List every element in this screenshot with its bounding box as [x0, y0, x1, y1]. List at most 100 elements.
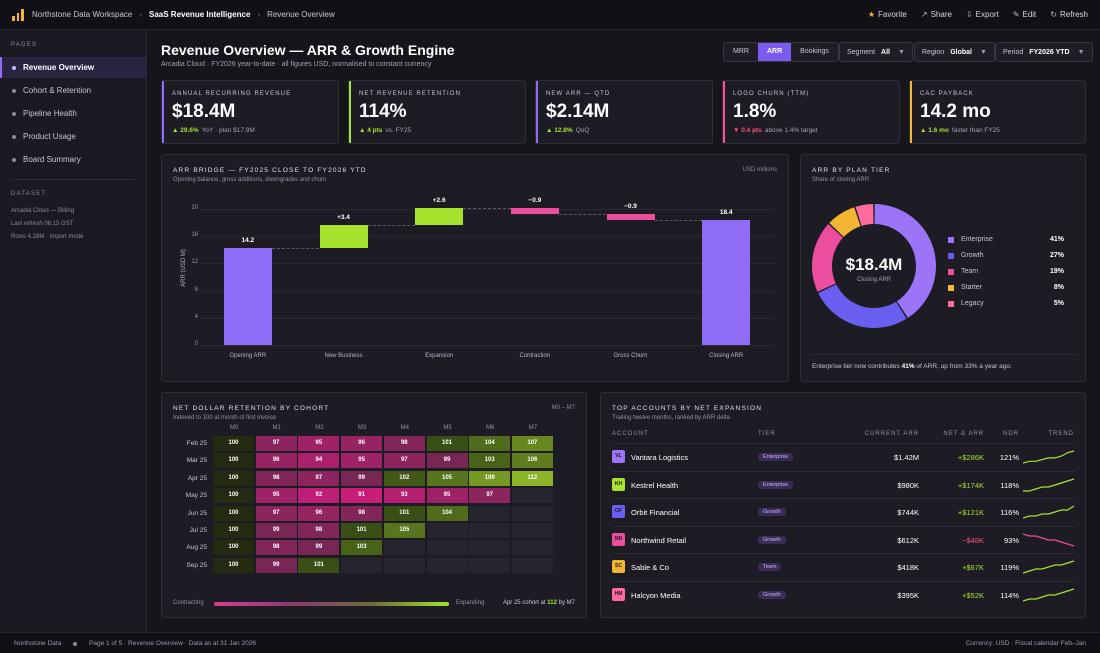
- heatmap-cell[interactable]: 100: [213, 453, 254, 469]
- heatmap-cell[interactable]: 100: [213, 540, 254, 556]
- heatmap-cell[interactable]: 101: [341, 523, 383, 538]
- heatmap-cell[interactable]: 104: [426, 505, 468, 521]
- column-header[interactable]: NDR: [1003, 431, 1019, 437]
- waterfall-bar[interactable]: [223, 248, 272, 345]
- heatmap-cell[interactable]: 93: [383, 488, 425, 504]
- heatmap-cell[interactable]: 98: [341, 505, 383, 521]
- heatmap-cell[interactable]: 98: [255, 540, 297, 556]
- heatmap-cell[interactable]: 95: [298, 436, 340, 451]
- breadcrumb-app[interactable]: SaaS Revenue Intelligence: [149, 10, 251, 19]
- heatmap-cell[interactable]: 95: [255, 488, 297, 504]
- heatmap-cell[interactable]: 97: [298, 470, 340, 486]
- favorite-button[interactable]: ★ Favorite: [868, 10, 907, 19]
- heatmap-cell[interactable]: 97: [255, 505, 297, 521]
- toggle-mrr[interactable]: MRR: [733, 48, 749, 55]
- heatmap-cell[interactable]: 97: [255, 436, 297, 451]
- heatmap-cell[interactable]: 98: [383, 436, 425, 451]
- export-button[interactable]: ⇩ Export: [966, 10, 999, 19]
- legend-value: 5%: [1053, 300, 1064, 307]
- heatmap-cell[interactable]: 95: [426, 488, 468, 504]
- heatmap-cell[interactable]: 101: [383, 505, 425, 521]
- table-row[interactable]: KH Kestrel Health Enterprise $980K +$174K 118…: [612, 470, 1076, 498]
- legend-item[interactable]: Enterprise 41%: [948, 236, 1064, 243]
- heatmap-cell[interactable]: 101: [426, 436, 468, 451]
- column-header[interactable]: TREND: [1048, 431, 1074, 437]
- share-button[interactable]: ↗ Share: [921, 10, 952, 19]
- edit-button[interactable]: ✎ Edit: [1013, 10, 1037, 19]
- heatmap-cell[interactable]: 102: [383, 470, 425, 486]
- heatmap-cell[interactable]: 96: [341, 436, 383, 451]
- heatmap-cell[interactable]: 99: [255, 557, 297, 573]
- waterfall-bar[interactable]: [319, 225, 368, 249]
- heatmap-cell[interactable]: 94: [298, 453, 340, 469]
- legend-item[interactable]: Legacy 5%: [948, 300, 1064, 307]
- heatmap-cell[interactable]: 100: [213, 436, 254, 451]
- heatmap-cell[interactable]: 100: [213, 523, 254, 538]
- donut-slice-growth[interactable]: [818, 284, 907, 328]
- current-arr: $744K: [897, 508, 919, 517]
- heatmap-cell[interactable]: 95: [341, 453, 383, 469]
- heatmap-cell[interactable]: 91: [341, 488, 383, 504]
- toggle-arr[interactable]: ARR: [757, 43, 792, 61]
- heatmap-cell[interactable]: 109: [469, 470, 511, 486]
- heatmap-cell[interactable]: 99: [255, 523, 297, 538]
- waterfall-bar[interactable]: [510, 207, 559, 214]
- heatmap-cell[interactable]: 98: [255, 470, 297, 486]
- table-row[interactable]: SC Sable & Co Team $418K +$67K 119%: [612, 553, 1076, 580]
- segment-filter[interactable]: Segment All ▼: [839, 42, 913, 62]
- toggle-bookings[interactable]: Bookings: [800, 48, 829, 55]
- donut-slice-legacy[interactable]: [855, 204, 874, 226]
- heatmap-cell[interactable]: 100: [213, 505, 254, 521]
- column-header[interactable]: ACCOUNT: [612, 431, 649, 437]
- heatmap-cell[interactable]: 105: [383, 523, 425, 538]
- heatmap-cell[interactable]: 104: [469, 436, 511, 451]
- table-row[interactable]: OF Orbit Financial Growth $744K +$121K 116%: [612, 498, 1076, 525]
- sidebar-item-cohort-retention[interactable]: Cohort & Retention: [0, 80, 146, 101]
- heatmap-cell[interactable]: 103: [341, 540, 383, 556]
- heatmap-cell[interactable]: 98: [298, 523, 340, 538]
- heatmap-cell[interactable]: 100: [213, 488, 254, 504]
- sidebar-item-pipeline-health[interactable]: Pipeline Health: [0, 103, 146, 124]
- column-header[interactable]: NET Δ ARR: [943, 431, 984, 437]
- sidebar-item-revenue-overview[interactable]: Revenue Overview: [0, 57, 146, 78]
- heatmap-cell[interactable]: 97: [383, 453, 425, 469]
- region-filter[interactable]: Region Global ▼: [914, 42, 995, 62]
- heatmap-cell[interactable]: 99: [426, 453, 468, 469]
- donut-slice-team[interactable]: [812, 224, 844, 292]
- heatmap-cell[interactable]: 99: [298, 540, 340, 556]
- legend-item[interactable]: Team 19%: [948, 268, 1064, 275]
- table-row[interactable]: NR Northwind Retail Growth $612K −$48K 93%: [612, 525, 1076, 553]
- heatmap-cell[interactable]: 99: [341, 470, 383, 486]
- breadcrumb-workspace[interactable]: Northstone Data Workspace: [32, 10, 133, 19]
- heatmap-cell[interactable]: 97: [469, 488, 511, 504]
- legend-item[interactable]: Starter 8%: [948, 284, 1064, 291]
- heatmap-cell[interactable]: 100: [213, 470, 254, 486]
- heatmap-cell[interactable]: 96: [255, 453, 297, 469]
- donut-slice-starter[interactable]: [829, 207, 861, 237]
- heatmap-cell[interactable]: 103: [469, 453, 511, 469]
- sidebar-item-product-usage[interactable]: Product Usage: [0, 126, 146, 147]
- heatmap-cell[interactable]: 100: [213, 557, 254, 573]
- column-header[interactable]: CURRENT ARR: [864, 431, 919, 437]
- legend-item[interactable]: Growth 27%: [948, 252, 1064, 259]
- heatmap-cell[interactable]: 92: [298, 488, 340, 504]
- donut-slice-enterprise[interactable]: [874, 204, 936, 318]
- column-header[interactable]: TIER: [758, 431, 776, 437]
- heatmap-cell[interactable]: 105: [426, 470, 468, 486]
- table-row[interactable]: HM Halcyon Media Growth $395K +$52K 114%: [612, 580, 1076, 608]
- heatmap-cell[interactable]: 101: [298, 557, 340, 573]
- waterfall-bar[interactable]: [415, 207, 464, 226]
- heatmap-cell[interactable]: 106: [511, 453, 553, 469]
- waterfall-bar[interactable]: [702, 219, 751, 345]
- period-filter[interactable]: Period FY2026 YTD ▼: [995, 42, 1093, 62]
- table-row[interactable]: VL Vantara Logistics Enterprise $1.42M +$286…: [612, 443, 1076, 470]
- heatmap-cell[interactable]: 112: [511, 470, 553, 486]
- bar-value-label: −0.9: [528, 196, 542, 204]
- card-title: ARR BY PLAN TIER: [812, 167, 891, 174]
- export-icon: ⇩: [965, 10, 973, 19]
- heatmap-cell[interactable]: 107: [511, 436, 553, 451]
- waterfall-bar[interactable]: [606, 213, 655, 220]
- sidebar-item-board-summary[interactable]: Board Summary: [0, 149, 146, 170]
- refresh-button[interactable]: ↻ Refresh: [1050, 10, 1088, 19]
- heatmap-cell[interactable]: 96: [298, 505, 340, 521]
